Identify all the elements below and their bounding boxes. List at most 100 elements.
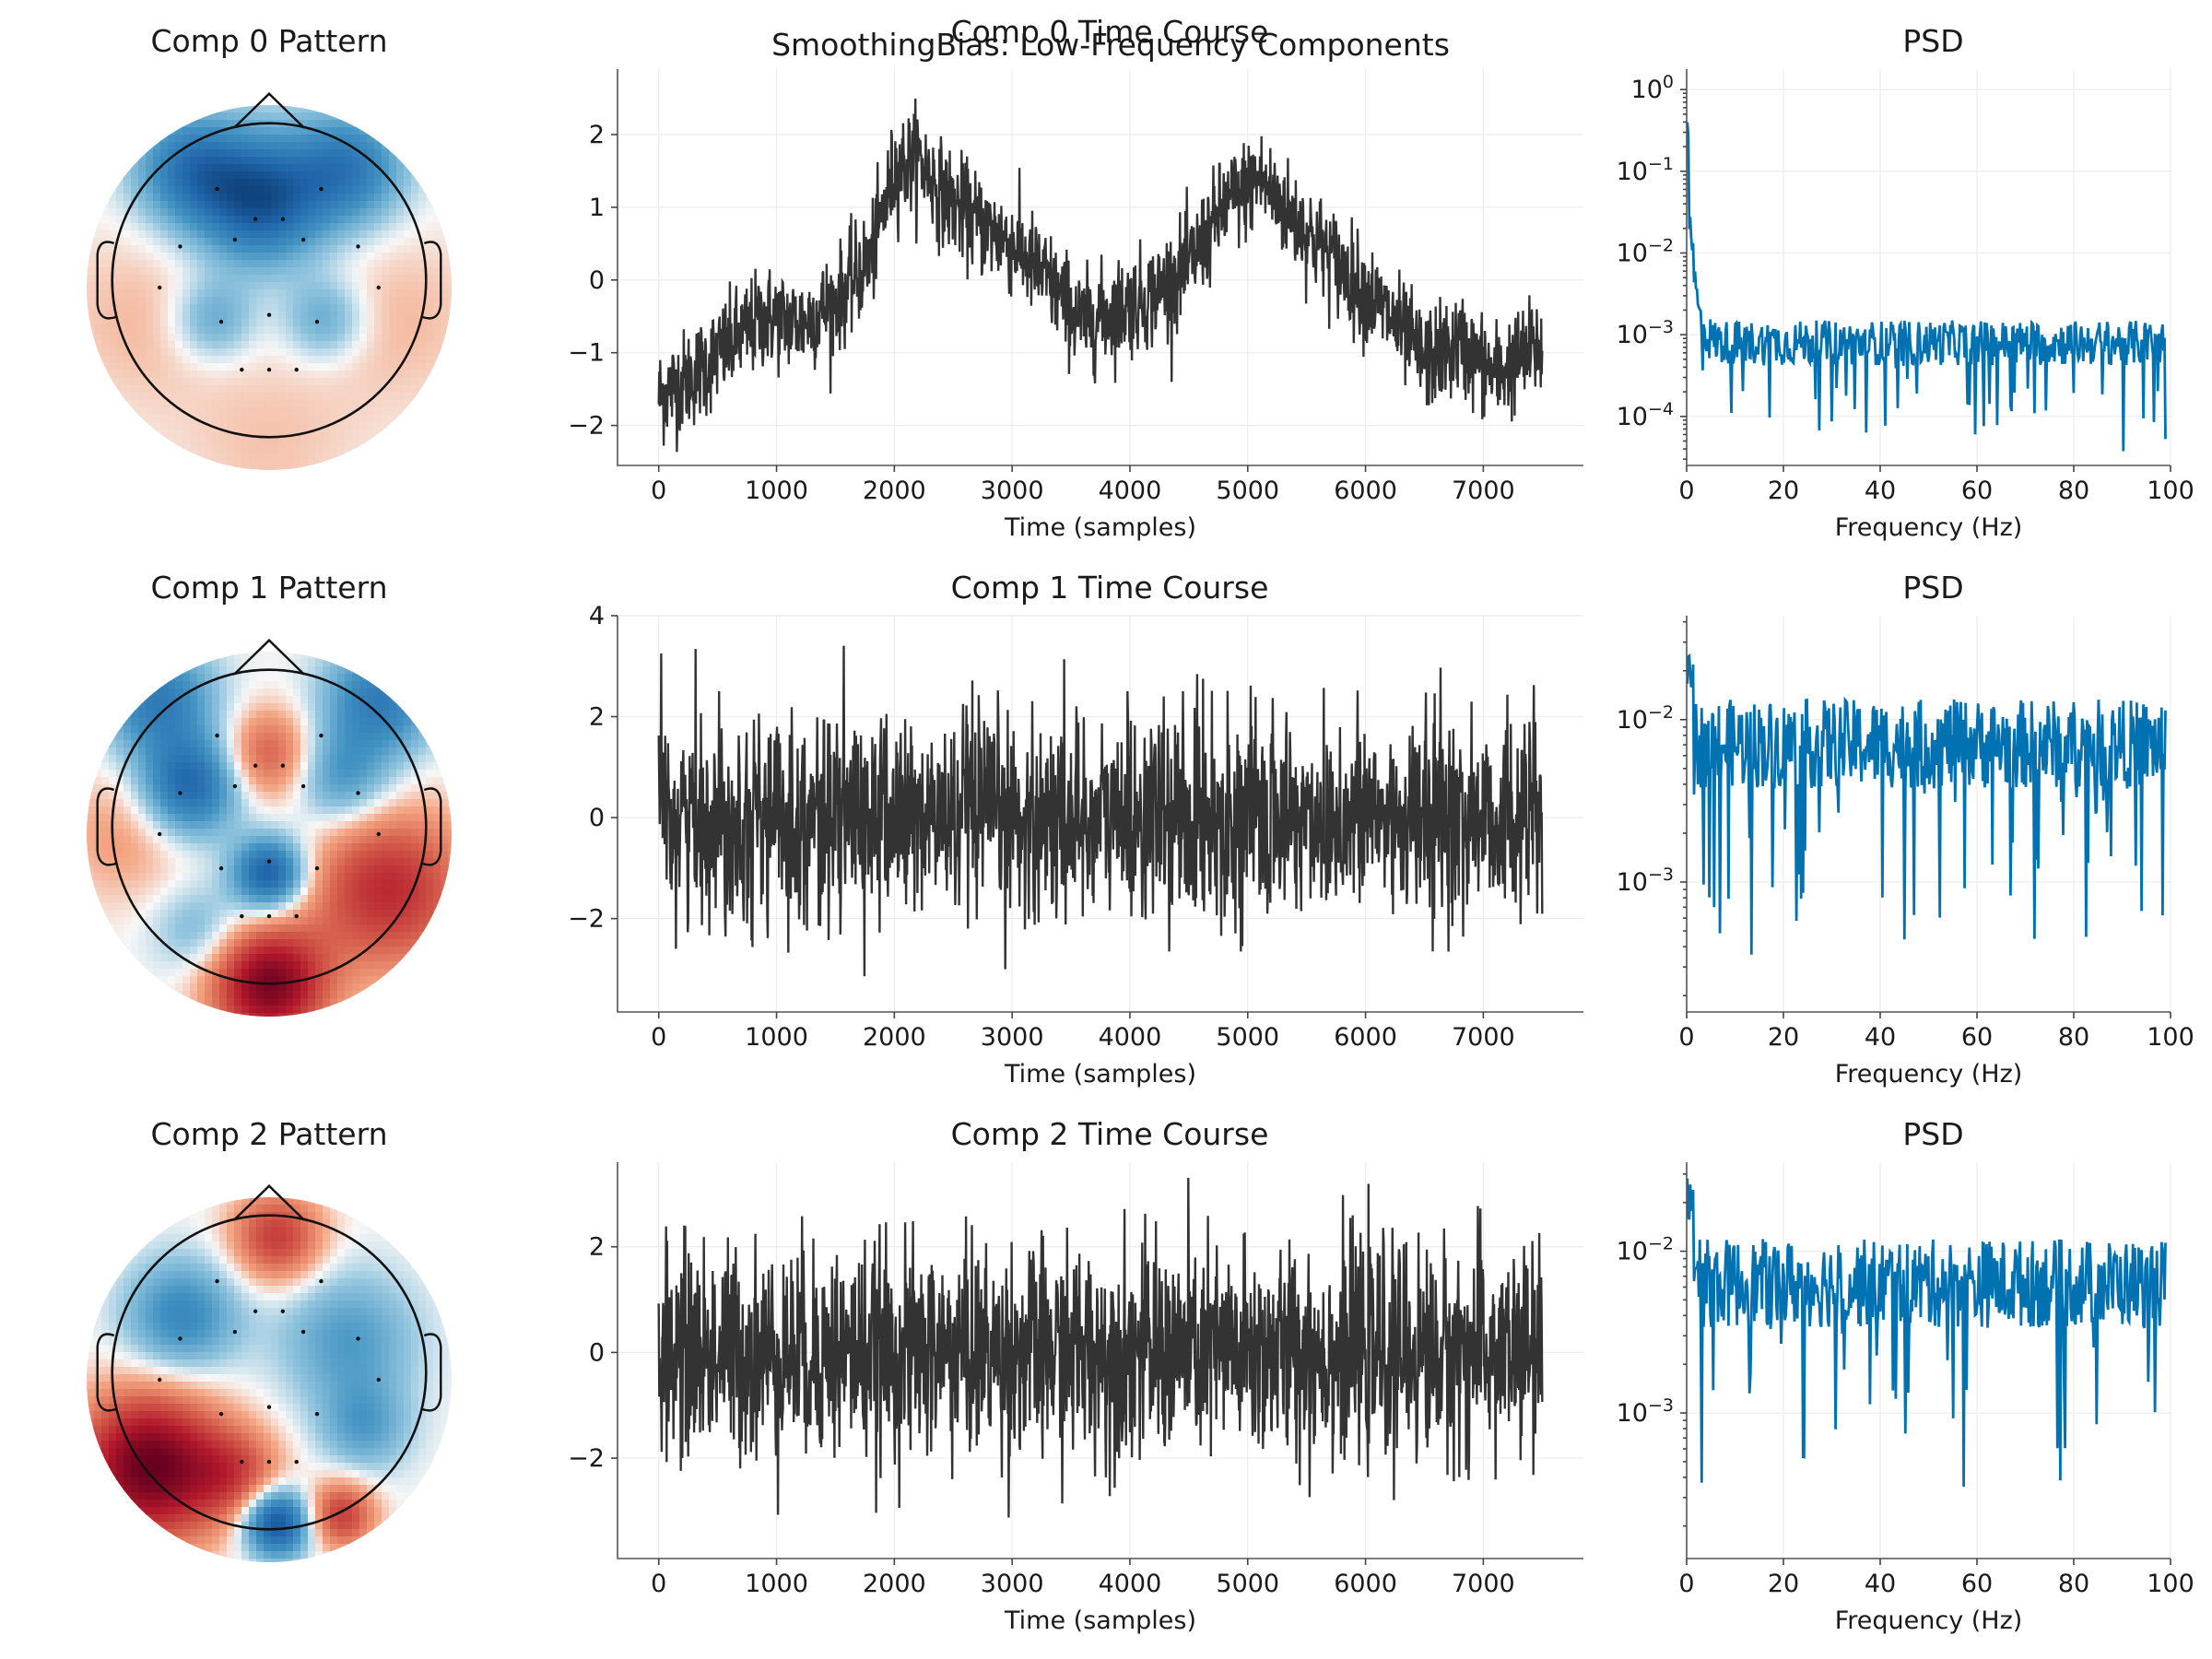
map-cell xyxy=(271,932,279,940)
map-cell xyxy=(426,385,434,394)
map-cell xyxy=(367,821,375,830)
map-cell xyxy=(153,1013,161,1017)
map-cell xyxy=(116,806,124,815)
map-cell xyxy=(160,157,169,165)
map-cell xyxy=(271,194,279,202)
map-cell xyxy=(197,437,206,445)
map-cell xyxy=(448,297,452,305)
map-cell xyxy=(146,725,154,734)
map-cell xyxy=(382,659,390,667)
map-cell xyxy=(345,407,353,416)
map-cell xyxy=(109,961,117,970)
map-cell xyxy=(300,674,309,682)
map-cell xyxy=(146,282,154,290)
map-cell xyxy=(168,378,176,386)
map-cell xyxy=(426,858,434,866)
map-cell xyxy=(404,777,412,785)
map-cell xyxy=(168,319,176,327)
map-cell xyxy=(352,829,360,837)
map-cell xyxy=(389,652,397,660)
map-cell xyxy=(330,304,338,312)
map-cell xyxy=(330,688,338,697)
map-cell xyxy=(190,304,198,312)
map-cell xyxy=(308,356,316,364)
map-cell xyxy=(160,1006,169,1014)
map-cell xyxy=(426,415,434,423)
map-cell xyxy=(337,319,346,327)
map-cell xyxy=(396,696,405,704)
map-cell xyxy=(249,341,257,349)
map-cell xyxy=(352,814,360,822)
map-cell xyxy=(374,733,382,741)
map-cell xyxy=(352,711,360,719)
map-cell xyxy=(256,969,265,977)
map-cell xyxy=(389,821,397,830)
map-cell xyxy=(241,696,250,704)
map-cell xyxy=(382,939,390,947)
map-cell xyxy=(94,378,102,386)
map-cell xyxy=(197,814,206,822)
map-cell xyxy=(241,932,250,940)
map-cell xyxy=(153,991,161,999)
map-cell xyxy=(138,725,147,734)
map-cell xyxy=(256,747,265,756)
map-cell xyxy=(352,429,360,438)
map-cell xyxy=(109,711,117,719)
map-cell xyxy=(219,851,228,859)
map-cell xyxy=(286,393,294,401)
map-cell xyxy=(264,784,272,793)
map-cell xyxy=(264,186,272,194)
map-cell xyxy=(278,688,287,697)
map-cell xyxy=(182,164,191,172)
map-cell xyxy=(345,703,353,712)
map-cell xyxy=(249,1013,257,1017)
map-cell xyxy=(323,112,331,121)
map-cell xyxy=(323,814,331,822)
map-cell xyxy=(264,873,272,881)
x-tick-label: 60 xyxy=(1961,477,1993,505)
map-cell xyxy=(94,415,102,423)
map-cell xyxy=(330,725,338,734)
map-cell xyxy=(160,363,169,371)
map-cell xyxy=(256,186,265,194)
map-cell xyxy=(426,939,434,947)
map-cell xyxy=(337,260,346,268)
map-cell xyxy=(293,747,301,756)
map-cell xyxy=(153,267,161,276)
map-cell xyxy=(146,681,154,689)
map-cell xyxy=(352,171,360,180)
map-cell xyxy=(308,157,316,165)
map-cell xyxy=(286,932,294,940)
map-cell xyxy=(249,998,257,1006)
map-cell xyxy=(323,755,331,763)
map-cell xyxy=(205,186,213,194)
map-cell xyxy=(300,983,309,992)
map-cell xyxy=(264,696,272,704)
map-cell xyxy=(212,703,220,712)
map-cell xyxy=(286,437,294,445)
map-cell xyxy=(249,385,257,394)
map-cell xyxy=(175,917,183,925)
map-cell xyxy=(345,762,353,771)
map-cell xyxy=(190,991,198,999)
map-cell xyxy=(374,688,382,697)
map-cell xyxy=(359,954,368,962)
map-cell xyxy=(359,947,368,955)
map-cell xyxy=(175,275,183,283)
map-cell xyxy=(219,260,228,268)
map-cell xyxy=(293,947,301,955)
map-cell xyxy=(315,437,324,445)
map-cell xyxy=(293,873,301,881)
map-cell xyxy=(197,792,206,800)
map-cell xyxy=(396,983,405,992)
map-cell xyxy=(330,674,338,682)
map-cell xyxy=(124,696,132,704)
map-cell xyxy=(352,127,360,135)
map-cell xyxy=(227,895,235,903)
map-cell xyxy=(367,179,375,187)
map-cell xyxy=(227,135,235,143)
map-cell xyxy=(219,703,228,712)
map-cell xyxy=(433,356,441,364)
map-cell xyxy=(101,223,110,231)
map-cell xyxy=(116,171,124,180)
